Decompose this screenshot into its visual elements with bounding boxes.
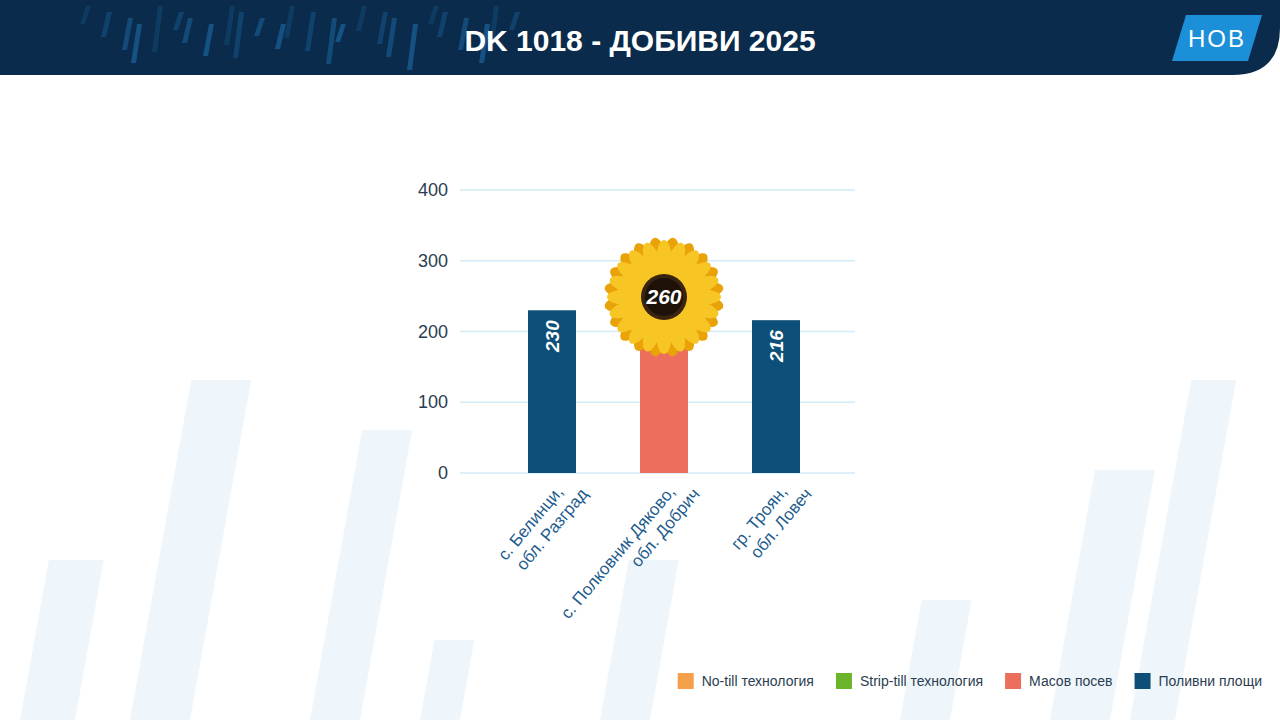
header-stripe (173, 12, 184, 30)
legend-label: Поливни площи (1159, 673, 1262, 689)
legend-swatch (1135, 673, 1151, 689)
legend-item: Масов посев (1005, 673, 1112, 689)
y-tick-label: 0 (438, 463, 448, 483)
legend-swatch (678, 673, 694, 689)
sunflower-center-inner (645, 278, 683, 316)
header-stripe (428, 6, 439, 24)
bar (752, 320, 800, 473)
header-stripe (356, 6, 367, 31)
sunflower: 260 (603, 236, 724, 357)
header-stripe (377, 12, 388, 44)
legend: No-till технология Strip-till технология М… (678, 673, 1262, 689)
data-label: 216 (766, 330, 787, 363)
header-stripe (386, 18, 397, 57)
header: DK 1018 - ДОБИВИ 2025 НОВ (0, 0, 1280, 75)
y-tick-label: 100 (418, 392, 448, 412)
grid-line (460, 189, 855, 191)
legend-label: Strip-till технология (860, 673, 983, 689)
x-tick-label-line: обл. Разград (512, 485, 591, 574)
background-stripe (130, 380, 251, 720)
y-axis: 0 100 200 300 400 (418, 180, 855, 483)
legend-swatch (1005, 673, 1021, 689)
background-stripe (310, 430, 412, 720)
header-stripe (203, 24, 214, 56)
x-tick-label: с. Полковник Дяково,обл. Добрич (557, 472, 704, 636)
legend-label: No-till технология (702, 673, 814, 689)
header-stripe (305, 12, 316, 51)
x-axis: с. Белинци,обл. Разградс. Полковник Дяко… (494, 472, 816, 636)
logo-text: НОВ (1188, 25, 1246, 52)
bar (528, 310, 576, 473)
header-stripe (437, 12, 448, 37)
x-tick-label: с. Белинци,обл. Разград (494, 472, 592, 578)
x-tick-label: гр. Троян,обл. Ловеч (727, 472, 816, 567)
header-stripe (284, 6, 295, 38)
header-stripe (254, 18, 265, 36)
background-decoration (20, 380, 1236, 720)
background-stripe (900, 600, 972, 720)
header-stripe (101, 12, 112, 37)
data-label: 260 (645, 285, 681, 308)
y-tick-label: 300 (418, 251, 448, 271)
header-stripe (122, 18, 133, 50)
legend-swatch (836, 673, 852, 689)
header-stripe (335, 24, 346, 42)
header-stripe (224, 6, 235, 45)
background-stripe (420, 640, 474, 720)
background-stripe (1130, 380, 1236, 720)
data-label: 230 (542, 320, 563, 353)
legend-item: No-till технология (678, 673, 814, 689)
x-tick-label-line: обл. Ловеч (746, 485, 815, 562)
data-labels: 230 260 216 (542, 236, 787, 363)
y-tick-label: 400 (418, 180, 448, 200)
legend-item: Поливни площи (1135, 673, 1262, 689)
background-stripe (600, 560, 679, 720)
header-stripe (152, 6, 163, 52)
header-stripe (407, 24, 418, 70)
legend-label: Масов посев (1029, 673, 1112, 689)
x-tick-label-line: обл. Добрич (627, 485, 704, 571)
x-tick-label-line: с. Полковник Дяково, (557, 482, 679, 622)
logo-badge (1172, 15, 1262, 61)
header-stripe (182, 18, 193, 43)
header-stripe (233, 12, 244, 58)
legend-item: Strip-till технология (836, 673, 983, 689)
header-stripe (80, 6, 91, 24)
chart-canvas: DK 1018 - ДОБИВИ 2025 НОВ 0 100 200 300 400 230… (0, 0, 1280, 720)
sunflower-center (641, 274, 687, 320)
chart-title: DK 1018 - ДОБИВИ 2025 (464, 24, 815, 57)
y-tick-label: 200 (418, 322, 448, 342)
background-stripe (20, 560, 104, 720)
header-stripe (131, 24, 142, 63)
header-bar (0, 0, 1280, 75)
